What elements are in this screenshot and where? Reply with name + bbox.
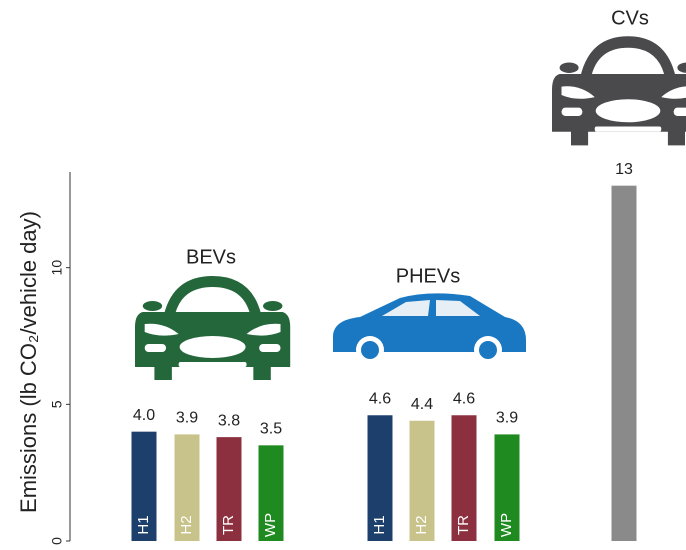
- bar-label: TR: [455, 515, 472, 535]
- y-axis-label: Emissions (lb CO₂/vehicle day): [16, 211, 41, 513]
- bar: [409, 420, 435, 541]
- group-label: PHEVs: [396, 265, 460, 287]
- bar-label: WP: [498, 513, 515, 537]
- bar: [174, 434, 200, 541]
- bar-label: H2: [178, 515, 195, 534]
- group-label: CVs: [611, 7, 649, 29]
- value-label: 3.8: [218, 412, 240, 429]
- y-tick-label: 5: [49, 400, 65, 408]
- y-tick-label: 10: [49, 260, 65, 276]
- bar: [258, 445, 284, 541]
- group-label: BEVs: [186, 246, 236, 268]
- bar-label: H2: [413, 515, 430, 534]
- phev-icon: [332, 293, 526, 364]
- value-label: 4.4: [411, 396, 433, 413]
- bar: [131, 431, 157, 541]
- value-label: 4.6: [369, 390, 391, 407]
- y-tick-label: 0: [49, 537, 65, 545]
- value-label: 13: [615, 161, 633, 178]
- value-label: 3.9: [176, 410, 198, 427]
- bev-icon: [135, 276, 291, 380]
- value-label: 4.6: [453, 390, 475, 407]
- bar-label: H1: [135, 515, 152, 534]
- bar: [451, 415, 477, 541]
- bar-label: H1: [371, 515, 388, 534]
- bar-label: WP: [262, 513, 279, 537]
- bar: [216, 437, 242, 541]
- bar-label: TR: [220, 515, 237, 535]
- cv-icon: [552, 36, 686, 146]
- bar: [611, 185, 637, 541]
- bar: [494, 434, 520, 541]
- value-label: 4.0: [133, 407, 155, 424]
- value-label: 3.5: [260, 421, 282, 438]
- bar: [367, 415, 393, 541]
- value-label: 3.9: [496, 410, 518, 427]
